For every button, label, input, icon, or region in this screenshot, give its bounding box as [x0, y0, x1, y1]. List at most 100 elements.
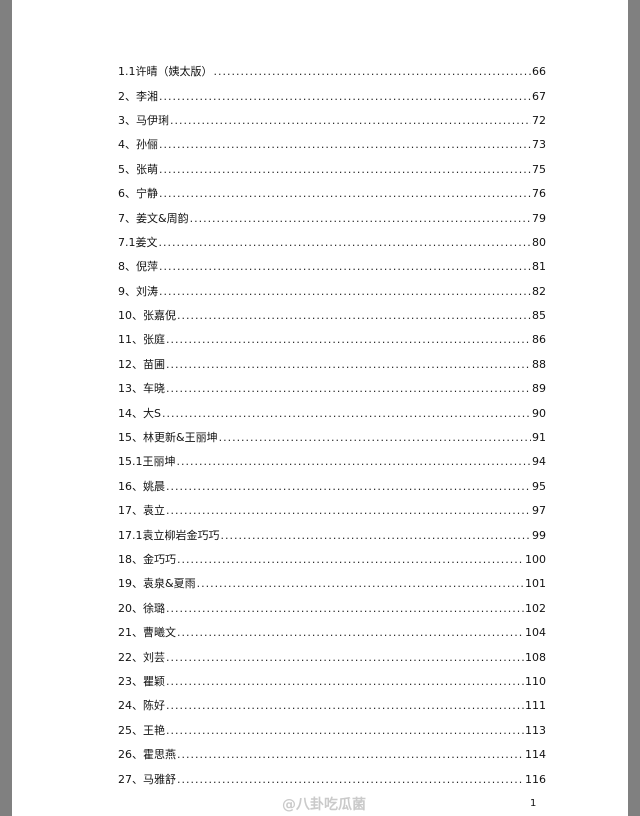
leader-dots — [170, 114, 531, 128]
toc-entry[interactable]: 7.1姜文 80 — [118, 231, 546, 255]
leader-dots — [219, 431, 531, 445]
toc-entry[interactable]: 2、李湘 67 — [118, 84, 546, 108]
toc-entry-page: 81 — [532, 260, 546, 274]
leader-dots — [162, 407, 531, 421]
leader-dots — [221, 529, 532, 543]
leader-dots — [166, 358, 531, 372]
toc-entry-title: 1.1许晴（姨太版） — [118, 65, 213, 79]
leader-dots — [166, 504, 531, 518]
toc-entry-title: 17、袁立 — [118, 504, 165, 518]
toc-entry[interactable]: 8、倪萍 81 — [118, 255, 546, 279]
toc-entry-page: 82 — [532, 284, 546, 298]
leader-dots — [214, 65, 532, 79]
toc-entry-title: 22、刘芸 — [118, 650, 165, 664]
toc-entry[interactable]: 23、瞿颖 110 — [118, 670, 546, 694]
toc-entry-page: 104 — [525, 626, 546, 640]
toc-entry-page: 90 — [532, 406, 546, 420]
leader-dots — [159, 163, 531, 177]
toc-entry-page: 101 — [525, 577, 546, 591]
leader-dots — [159, 236, 532, 250]
toc-entry-title: 16、姚晨 — [118, 479, 165, 493]
toc-entry-title: 18、金巧巧 — [118, 553, 176, 566]
leader-dots — [177, 773, 524, 787]
toc-entry[interactable]: 19、袁泉&夏雨 101 — [118, 572, 546, 596]
toc-entry[interactable]: 7、姜文&周韵 79 — [118, 206, 546, 230]
toc-entry-page: 73 — [532, 138, 546, 152]
leader-dots — [166, 651, 524, 665]
toc-entry[interactable]: 10、张嘉倪 85 — [118, 304, 546, 328]
toc-entry[interactable]: 9、刘涛 82 — [118, 280, 546, 304]
toc-entry[interactable]: 14、大S 90 — [118, 401, 546, 425]
toc-entry[interactable]: 17、袁立 97 — [118, 499, 546, 523]
toc-entry[interactable]: 27、马雅舒 116 — [118, 767, 546, 791]
leader-dots — [177, 553, 524, 567]
toc-entry-title: 27、马雅舒 — [118, 772, 176, 786]
leader-dots — [159, 90, 531, 104]
leader-dots — [190, 212, 531, 226]
toc-entry[interactable]: 6、宁静 76 — [118, 182, 546, 206]
toc-entry-title: 12、苗圃 — [118, 357, 165, 371]
toc-entry[interactable]: 15.1王丽坤 94 — [118, 450, 546, 474]
leader-dots — [159, 187, 531, 201]
toc-entry[interactable]: 16、姚晨 95 — [118, 475, 546, 499]
toc-entry[interactable]: 12、苗圃 88 — [118, 353, 546, 377]
leader-dots — [177, 626, 524, 640]
toc-entry-title: 10、张嘉倪 — [118, 309, 176, 323]
toc-entry[interactable]: 18、金巧巧 100 — [118, 548, 546, 572]
toc-entry-page: 89 — [532, 382, 546, 396]
toc-entry[interactable]: 17.1袁立柳岩金巧巧 99 — [118, 523, 546, 547]
leader-dots — [166, 675, 524, 689]
toc-entry[interactable]: 20、徐璐 102 — [118, 597, 546, 621]
toc-entry-title: 8、倪萍 — [118, 260, 158, 274]
toc-entry-page: 116 — [525, 772, 546, 786]
toc-entry-title: 19、袁泉&夏雨 — [118, 577, 196, 591]
leader-dots — [159, 260, 531, 274]
toc-entry-page: 99 — [532, 528, 546, 542]
toc-entry[interactable]: 5、张萌 75 — [118, 158, 546, 182]
toc-entry-title: 9、刘涛 — [118, 284, 158, 298]
toc-entry-title: 20、徐璐 — [118, 601, 165, 615]
toc-entry[interactable]: 1.1许晴（姨太版） 66 — [118, 60, 546, 84]
toc-entry-page: 111 — [525, 699, 546, 713]
toc-entry[interactable]: 15、林更新&王丽坤 91 — [118, 426, 546, 450]
toc-entry[interactable]: 26、霍思燕 114 — [118, 743, 546, 767]
toc-entry-title: 6、宁静 — [118, 187, 158, 201]
toc-entry-page: 67 — [532, 89, 546, 103]
toc-entry-title: 24、陈好 — [118, 699, 165, 713]
toc-entry-title: 25、王艳 — [118, 723, 165, 737]
watermark: @八卦吃瓜菌 — [282, 797, 366, 813]
toc-entry-page: 94 — [532, 455, 546, 469]
toc-entry[interactable]: 11、张庭 86 — [118, 328, 546, 352]
toc-entry[interactable]: 22、刘芸 108 — [118, 645, 546, 669]
toc-entry-page: 66 — [532, 65, 546, 79]
toc-entry[interactable]: 21、曹曦文 104 — [118, 621, 546, 645]
toc-entry[interactable]: 13、车晓 89 — [118, 377, 546, 401]
toc-entry-title: 17.1袁立柳岩金巧巧 — [118, 528, 220, 542]
toc-entry-title: 4、孙俪 — [118, 138, 158, 152]
leader-dots — [197, 577, 524, 591]
toc-entry-title: 26、霍思燕 — [118, 748, 176, 762]
toc-entry-title: 3、马伊琍 — [118, 113, 169, 127]
toc-entry[interactable]: 24、陈好 111 — [118, 694, 546, 718]
toc-entry-title: 15.1王丽坤 — [118, 455, 176, 469]
toc-entry-page: 76 — [532, 187, 546, 201]
toc-entry-title: 11、张庭 — [118, 333, 165, 347]
toc-entry[interactable]: 4、孙俪 73 — [118, 133, 546, 157]
toc-entry-title: 13、车晓 — [118, 382, 165, 396]
leader-dots — [177, 455, 532, 469]
leader-dots — [166, 699, 524, 713]
table-of-contents: 1.1许晴（姨太版） 66 2、李湘 67 3、马伊琍 72 4、孙俪 73 5、张萌 75 6、宁… — [118, 60, 546, 792]
leader-dots — [166, 333, 531, 347]
toc-entry-title: 7.1姜文 — [118, 235, 158, 249]
toc-entry-page: 114 — [525, 748, 546, 762]
leader-dots — [159, 285, 531, 299]
toc-entry-page: 108 — [525, 650, 546, 664]
toc-entry-page: 75 — [532, 162, 546, 176]
toc-entry-title: 23、瞿颖 — [118, 674, 165, 688]
toc-entry-title: 15、林更新&王丽坤 — [118, 431, 218, 445]
toc-entry[interactable]: 3、马伊琍 72 — [118, 109, 546, 133]
toc-entry-page: 113 — [525, 723, 546, 737]
toc-entry-page: 79 — [532, 211, 546, 225]
toc-entry[interactable]: 25、王艳 113 — [118, 719, 546, 743]
toc-entry-page: 102 — [525, 601, 546, 615]
